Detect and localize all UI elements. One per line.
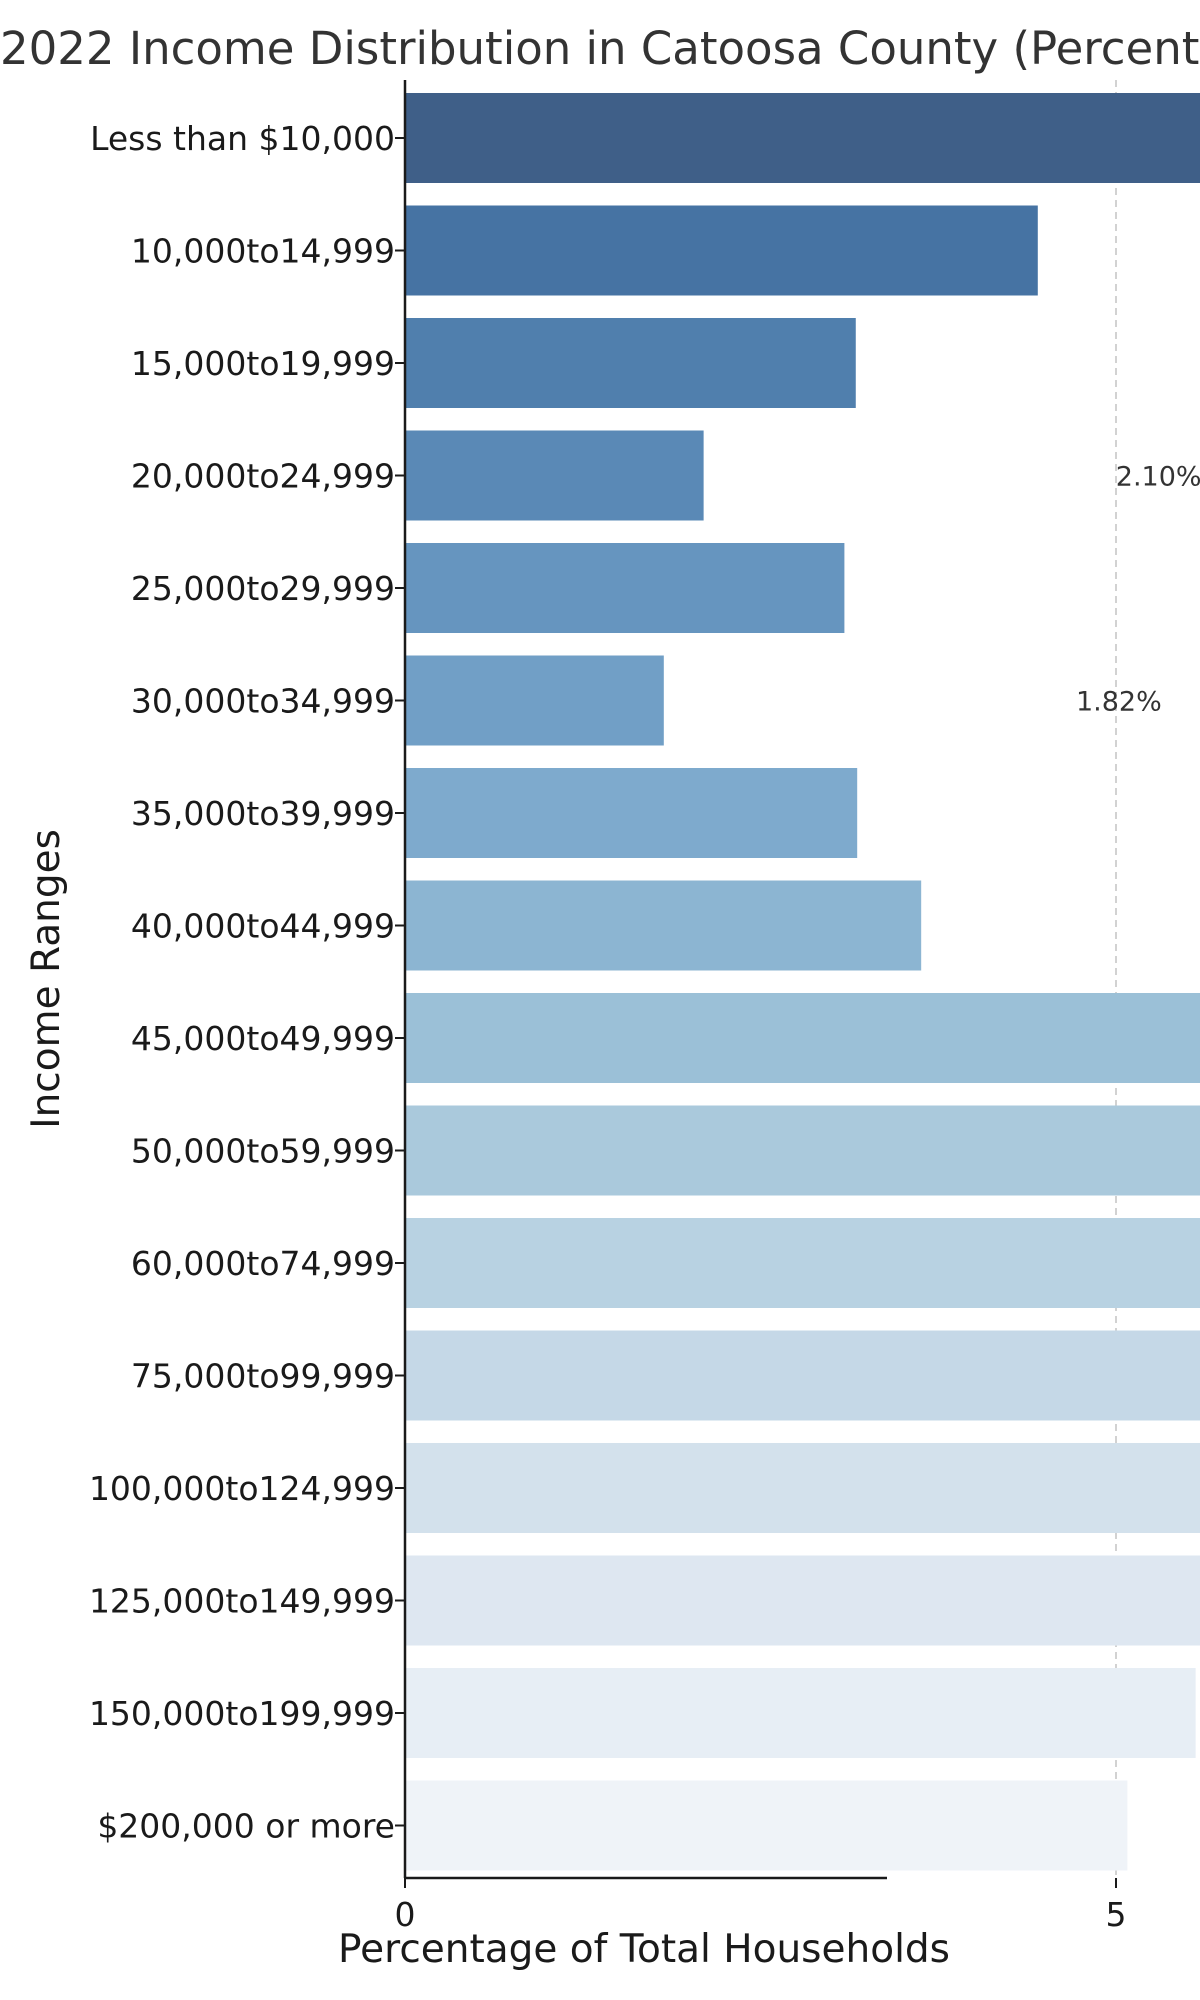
y-tick-label: 10,000to14,999 [131, 232, 395, 271]
x-tick-label: 5 [1106, 1895, 1127, 1934]
bar [405, 880, 922, 971]
y-tick-label: 25,000to29,999 [131, 569, 395, 608]
y-tick-label: 150,000to199,999 [89, 1694, 395, 1733]
x-axis-label: Percentage of Total Households [338, 1927, 950, 1972]
chart-title: 2022 Income Distribution in Catoosa Coun… [0, 22, 1200, 75]
bar [405, 1780, 1128, 1871]
y-axis-label: Income Ranges [24, 829, 69, 1129]
bar [405, 543, 845, 633]
bar [405, 1555, 1200, 1646]
y-tick-label: 125,000to149,999 [89, 1582, 395, 1621]
y-tick-label: $200,000 or more [97, 1807, 395, 1846]
value-label: 2.10% [1116, 462, 1200, 493]
y-tick-label: 75,000to99,999 [131, 1357, 395, 1396]
y-tick-label: 45,000to49,999 [131, 1019, 395, 1058]
labels-layer: Less than $10,0005.99%10,000to14,9994.45… [89, 119, 1200, 1846]
y-tick-label: 35,000to39,999 [131, 794, 395, 833]
y-tick-label: 60,000to74,999 [131, 1244, 395, 1283]
bar [405, 205, 1038, 296]
bar [405, 1443, 1200, 1533]
bar [405, 1668, 1196, 1758]
y-tick-label: 100,000to124,999 [89, 1469, 395, 1508]
y-tick-label: Less than $10,000 [90, 119, 395, 158]
bar [405, 1330, 1200, 1421]
bar [405, 768, 858, 858]
bar [405, 993, 1200, 1083]
bar [405, 655, 664, 746]
bar [405, 1105, 1200, 1196]
bar [405, 430, 704, 521]
axes-layer: 051015 [395, 80, 1127, 1934]
bars-layer [405, 93, 1200, 1871]
bar [405, 318, 856, 408]
y-tick-label: 40,000to44,999 [131, 907, 395, 946]
value-label: 1.82% [1076, 687, 1162, 718]
y-tick-label: 20,000to24,999 [131, 457, 395, 496]
bar [405, 1218, 1200, 1308]
x-tick-label: 0 [395, 1895, 416, 1934]
y-tick-label: 30,000to34,999 [131, 682, 395, 721]
bar [405, 93, 1200, 183]
y-tick-label: 15,000to19,999 [131, 344, 395, 383]
y-tick-label: 50,000to59,999 [131, 1132, 395, 1171]
